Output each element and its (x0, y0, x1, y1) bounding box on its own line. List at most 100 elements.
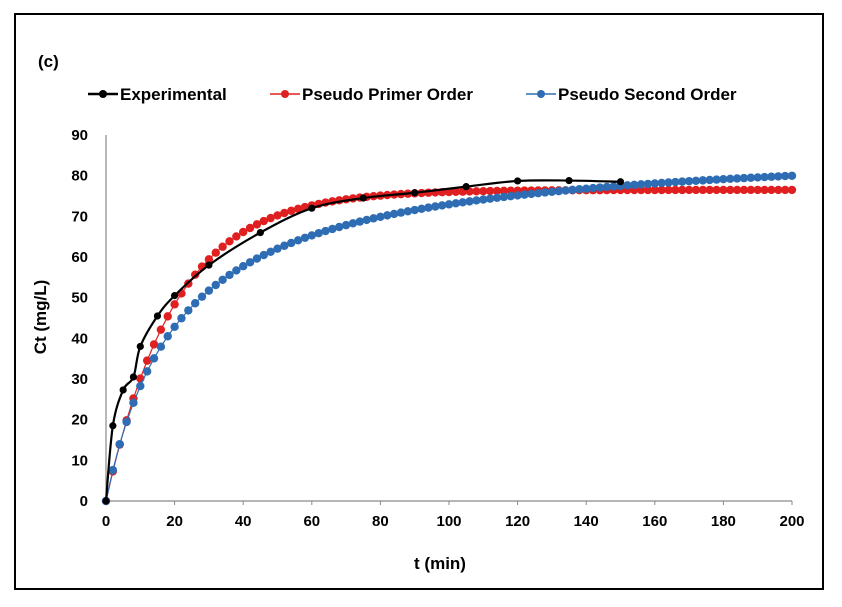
y-axis-label: Ct (mg/L) (31, 280, 50, 355)
point-pseudo-primer-order-20 (239, 227, 248, 237)
point-pseudo-second-order-5 (136, 381, 145, 391)
point-pseudo-second-order-67 (561, 186, 570, 195)
point-pseudo-primer-order-83 (671, 185, 680, 195)
point-pseudo-primer-order-24 (266, 213, 275, 223)
point-experimental-12 (462, 183, 470, 191)
point-pseudo-second-order-84 (678, 177, 687, 186)
x-axis-label: t (min) (414, 554, 466, 573)
point-pseudo-second-order-38 (362, 215, 371, 225)
point-pseudo-second-order-96 (760, 172, 769, 182)
x-tick-label-140: 140 (574, 513, 599, 530)
point-pseudo-second-order-91 (726, 174, 735, 184)
point-pseudo-second-order-39 (369, 214, 378, 223)
point-pseudo-second-order-61 (520, 190, 529, 199)
point-pseudo-second-order-13 (190, 299, 200, 308)
legend-label-experimental: Experimental (120, 85, 227, 104)
point-pseudo-second-order-49 (437, 201, 447, 210)
point-pseudo-primer-order-7 (149, 340, 159, 349)
point-pseudo-primer-order-90 (719, 185, 728, 195)
point-pseudo-second-order-82 (664, 178, 673, 187)
point-pseudo-primer-order-100 (787, 185, 797, 195)
point-pseudo-primer-order-27 (287, 206, 296, 216)
point-pseudo-primer-order-79 (643, 185, 653, 195)
point-pseudo-second-order-26 (280, 241, 289, 250)
y-tick-label-50: 50 (71, 290, 88, 307)
point-pseudo-second-order-10 (170, 322, 179, 331)
x-tick-label-120: 120 (505, 513, 530, 530)
point-pseudo-primer-order-91 (726, 185, 735, 195)
point-pseudo-second-order-12 (184, 306, 193, 315)
point-experimental-4 (136, 342, 144, 351)
point-pseudo-second-order-94 (746, 173, 756, 182)
point-pseudo-primer-order-58 (499, 186, 509, 196)
point-pseudo-primer-order-10 (170, 300, 179, 309)
point-pseudo-primer-order-85 (684, 185, 694, 195)
point-pseudo-second-order-27 (287, 238, 296, 248)
x-tick-label-80: 80 (372, 513, 389, 530)
point-pseudo-primer-order-57 (492, 186, 502, 196)
point-pseudo-primer-order-17 (218, 242, 227, 251)
point-pseudo-primer-order-98 (774, 185, 783, 195)
point-pseudo-primer-order-9 (163, 312, 172, 321)
point-pseudo-primer-order-26 (280, 208, 289, 218)
point-experimental-2 (119, 386, 127, 394)
point-pseudo-second-order-35 (341, 220, 351, 230)
point-pseudo-second-order-18 (225, 270, 234, 280)
legend-label-pseudo-second-order: Pseudo Second Order (558, 85, 737, 104)
point-pseudo-second-order-70 (582, 184, 591, 193)
y-tick-label-80: 80 (71, 168, 88, 185)
point-pseudo-primer-order-51 (451, 187, 461, 196)
point-pseudo-second-order-2 (115, 439, 124, 449)
point-pseudo-second-order-23 (259, 250, 268, 260)
point-pseudo-second-order-48 (431, 202, 440, 211)
point-pseudo-second-order-66 (554, 186, 563, 196)
point-pseudo-second-order-62 (527, 189, 536, 199)
point-pseudo-second-order-53 (465, 197, 474, 206)
y-tick-labels: 0 10 20 30 40 50 60 70 80 90 (71, 127, 88, 510)
point-experimental-14 (565, 176, 573, 185)
point-pseudo-second-order-1 (108, 465, 118, 475)
x-tick-label-40: 40 (235, 513, 252, 530)
point-experimental-9 (308, 204, 316, 212)
point-pseudo-second-order-92 (732, 174, 742, 183)
point-pseudo-second-order-77 (630, 180, 639, 190)
point-pseudo-primer-order-25 (273, 211, 282, 220)
point-pseudo-second-order-58 (499, 192, 509, 202)
point-pseudo-second-order-34 (335, 222, 344, 232)
point-experimental-10 (359, 194, 367, 202)
point-pseudo-second-order-44 (403, 207, 413, 216)
point-pseudo-second-order-85 (684, 177, 694, 186)
point-pseudo-second-order-71 (588, 183, 598, 193)
point-pseudo-primer-order-54 (472, 187, 481, 196)
point-pseudo-second-order-30 (307, 231, 316, 240)
x-tick-label-60: 60 (303, 513, 320, 530)
legend: Experimental Pseudo Primer Order Pseudo … (88, 85, 737, 104)
point-pseudo-second-order-40 (376, 212, 385, 222)
point-pseudo-second-order-3 (122, 417, 131, 427)
y-tick-label-60: 60 (71, 249, 88, 266)
kinetics-chart: (c) Experimental Pseudo Primer Order Pse… (31, 52, 805, 573)
point-pseudo-second-order-55 (479, 195, 488, 204)
panel-label: (c) (38, 52, 59, 71)
point-pseudo-second-order-43 (396, 208, 406, 217)
point-pseudo-primer-order-93 (739, 185, 749, 195)
point-pseudo-primer-order-84 (678, 185, 687, 195)
point-pseudo-primer-order-22 (252, 220, 262, 229)
legend-item-pseudo-first-order: Pseudo Primer Order (270, 85, 473, 104)
point-pseudo-second-order-83 (671, 177, 680, 187)
x-tick-label-100: 100 (436, 513, 461, 530)
x-tick-label-180: 180 (711, 513, 736, 530)
point-experimental-5 (153, 312, 162, 320)
point-pseudo-second-order-74 (609, 182, 618, 191)
point-pseudo-second-order-25 (273, 244, 282, 253)
series-experimental (102, 176, 625, 505)
point-pseudo-primer-order-23 (259, 216, 268, 226)
legend-label-pseudo-first-order: Pseudo Primer Order (302, 85, 473, 104)
series-line-pseudo-primer-order (105, 189, 793, 502)
point-pseudo-second-order-89 (712, 175, 721, 184)
point-pseudo-second-order-9 (163, 332, 172, 341)
point-pseudo-second-order-37 (355, 217, 365, 226)
point-pseudo-primer-order-95 (753, 185, 762, 195)
point-pseudo-second-order-64 (540, 188, 550, 197)
x-tick-label-200: 200 (779, 513, 804, 530)
